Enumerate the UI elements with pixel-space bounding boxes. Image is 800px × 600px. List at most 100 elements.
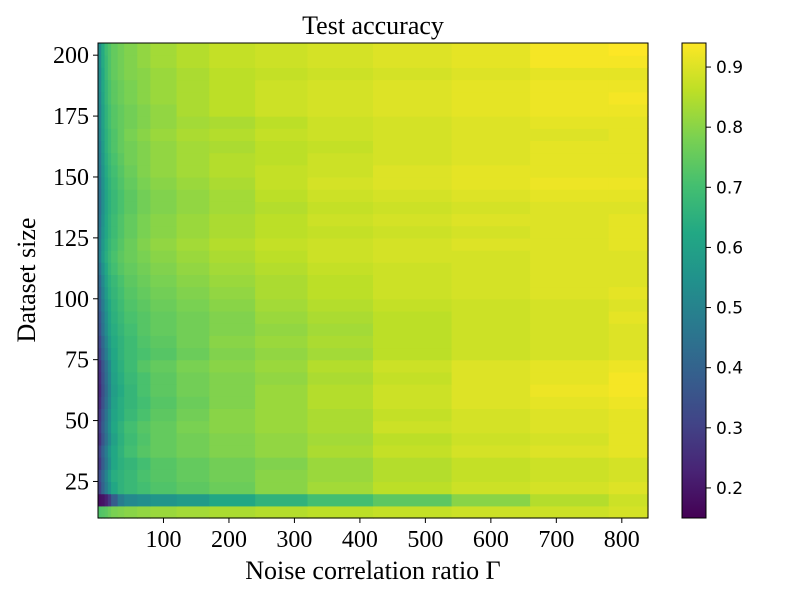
heatmap-cell xyxy=(107,444,112,458)
heatmap-cell xyxy=(104,396,109,409)
heatmap-cell xyxy=(124,505,138,519)
heatmap-cell xyxy=(104,262,109,276)
heatmap-cell xyxy=(98,55,102,68)
heatmap-cell xyxy=(530,371,610,385)
heatmap-cell xyxy=(176,420,210,434)
heatmap-cell xyxy=(98,237,102,251)
heatmap-cell xyxy=(137,493,151,507)
heatmap-cell xyxy=(307,140,374,154)
y-tick-label: 125 xyxy=(53,226,89,252)
heatmap-cell xyxy=(150,103,178,117)
heatmap-cell xyxy=(373,335,453,349)
heatmap-cell xyxy=(530,420,610,434)
heatmap-cell xyxy=(107,359,112,373)
heatmap-cell xyxy=(111,408,119,422)
heatmap-cell xyxy=(111,384,119,397)
heatmap-cell xyxy=(209,237,256,251)
heatmap-cell xyxy=(111,323,119,336)
heatmap-cell xyxy=(98,298,102,312)
heatmap-cell xyxy=(608,408,649,422)
heatmap-cell xyxy=(451,55,531,68)
heatmap-cell xyxy=(124,323,138,336)
heatmap-cell xyxy=(150,323,178,336)
heatmap-cell xyxy=(307,91,374,105)
heatmap-cell xyxy=(209,213,256,227)
heatmap-cell xyxy=(107,67,112,81)
heatmap-cell xyxy=(451,286,531,300)
heatmap-cell xyxy=(117,457,125,470)
heatmap-cell xyxy=(101,176,106,190)
heatmap-cell xyxy=(530,493,610,507)
heatmap-cell xyxy=(451,493,531,507)
heatmap-cell xyxy=(124,152,138,166)
heatmap-cell xyxy=(373,79,453,93)
heatmap-cell xyxy=(137,140,151,154)
heatmap-cell xyxy=(176,493,210,507)
heatmap-cell xyxy=(117,505,125,519)
heatmap-cell xyxy=(209,493,256,507)
heatmap-cell xyxy=(150,164,178,178)
heatmap-cell xyxy=(307,286,374,300)
heatmap-cell xyxy=(608,176,649,190)
heatmap-cell xyxy=(111,396,119,409)
heatmap-cell xyxy=(608,298,649,312)
heatmap-cell xyxy=(530,55,610,68)
heatmap-cell xyxy=(451,298,531,312)
heatmap-cell xyxy=(530,323,610,336)
y-axis-label: Dataset size xyxy=(12,218,41,343)
heatmap-cell xyxy=(307,262,374,276)
heatmap-cell xyxy=(176,43,210,56)
heatmap-cell xyxy=(373,116,453,129)
heatmap-cell xyxy=(451,505,531,519)
heatmap-cell xyxy=(101,457,106,470)
heatmap-cell xyxy=(107,335,112,349)
heatmap-cell xyxy=(451,469,531,483)
heatmap-cell xyxy=(104,493,109,507)
heatmap-cell xyxy=(104,43,109,56)
heatmap-cell xyxy=(608,384,649,397)
heatmap-cell xyxy=(117,164,125,178)
heatmap-cell xyxy=(209,201,256,215)
heatmap-cell xyxy=(255,432,309,446)
heatmap-cell xyxy=(255,152,309,166)
heatmap-cell xyxy=(608,213,649,227)
heatmap-cell xyxy=(451,67,531,81)
heatmap-cell xyxy=(124,103,138,117)
heatmap-cell xyxy=(255,371,309,385)
heatmap-cell xyxy=(255,250,309,263)
heatmap-cell xyxy=(98,408,102,422)
heatmap-cell xyxy=(373,359,453,373)
heatmap-cells xyxy=(98,43,649,519)
heatmap-cell xyxy=(451,152,531,166)
heatmap-cell xyxy=(150,335,178,349)
heatmap-cell xyxy=(117,201,125,215)
heatmap-cell xyxy=(104,152,109,166)
heatmap-cell xyxy=(530,457,610,470)
heatmap-cell xyxy=(98,493,102,507)
heatmap-cell xyxy=(530,444,610,458)
heatmap-cell xyxy=(176,55,210,68)
heatmap-cell xyxy=(101,335,106,349)
heatmap-cell xyxy=(373,250,453,263)
heatmap-cell xyxy=(150,347,178,361)
heatmap-cell xyxy=(255,457,309,470)
heatmap-cell xyxy=(111,176,119,190)
heatmap-cell xyxy=(117,262,125,276)
heatmap-cell xyxy=(117,481,125,495)
heatmap-cell xyxy=(150,371,178,385)
heatmap-cell xyxy=(98,274,102,288)
heatmap-cell xyxy=(530,359,610,373)
y-tick-label: 200 xyxy=(53,43,89,69)
heatmap-cell xyxy=(101,152,106,166)
heatmap-cell xyxy=(608,444,649,458)
heatmap-cell xyxy=(101,164,106,178)
heatmap-cell xyxy=(117,213,125,227)
heatmap-cell xyxy=(124,55,138,68)
heatmap-cell xyxy=(98,420,102,434)
heatmap-cell xyxy=(117,274,125,288)
heatmap-cell xyxy=(608,481,649,495)
heatmap-cell xyxy=(209,298,256,312)
heatmap-cell xyxy=(608,237,649,251)
